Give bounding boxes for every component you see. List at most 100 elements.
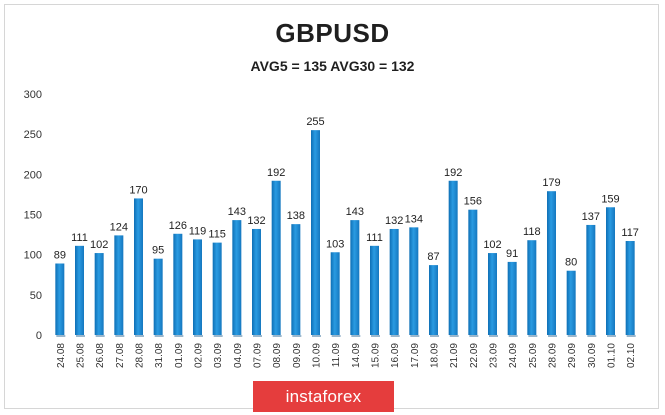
data-label: 138 [287, 210, 305, 222]
data-label: 137 [582, 211, 600, 223]
bar [566, 270, 576, 335]
chart-title: GBPUSD [275, 18, 390, 48]
data-label: 156 [464, 196, 482, 208]
bar-shadow [233, 335, 243, 337]
bar [252, 228, 261, 335]
bar-shadow [135, 335, 144, 337]
data-label: 255 [306, 116, 324, 128]
data-label: 80 [565, 257, 577, 269]
bar-shadow [115, 335, 125, 337]
bar [75, 245, 84, 335]
bar [173, 233, 183, 335]
x-tick-label: 02.09 [194, 343, 205, 368]
data-label: 111 [71, 232, 88, 244]
y-tick-label: 0 [36, 330, 42, 342]
bar [114, 235, 124, 335]
x-tick-label: 11.09 [331, 343, 342, 368]
data-label: 87 [427, 251, 439, 263]
bar-shadow [430, 335, 439, 337]
x-tick-label: 18.09 [430, 343, 441, 368]
bar [389, 228, 399, 335]
bar [55, 263, 65, 335]
x-tick-label: 17.09 [410, 343, 421, 368]
bar [547, 191, 556, 335]
x-tick-label: 26.08 [95, 343, 106, 368]
data-label: 179 [542, 177, 560, 189]
x-tick-label: 22.09 [469, 343, 480, 368]
data-label: 143 [346, 206, 364, 218]
data-label: 115 [208, 229, 226, 241]
bar [271, 180, 281, 335]
bar-shadow [508, 335, 518, 337]
y-tick-label: 100 [24, 250, 42, 262]
bar-shadow [548, 335, 557, 337]
x-tick-label: 24.08 [56, 343, 67, 368]
x-tick-label: 21.09 [449, 343, 460, 368]
bar-shadow [213, 335, 223, 337]
x-tick-label: 25.08 [76, 343, 87, 368]
y-tick-label: 50 [30, 290, 42, 302]
data-label: 102 [483, 239, 501, 251]
bar-shadow [174, 335, 184, 337]
data-label: 132 [247, 215, 265, 227]
x-tick-label: 24.09 [508, 343, 519, 368]
y-tick-label: 300 [24, 89, 42, 101]
data-label: 143 [228, 206, 246, 218]
bar [488, 253, 497, 335]
data-label: 192 [267, 167, 285, 179]
x-tick-label: 09.09 [292, 343, 303, 368]
bar [507, 261, 517, 335]
x-tick-label: 07.09 [253, 343, 264, 368]
y-tick-label: 250 [24, 129, 42, 141]
bar [291, 224, 301, 335]
bar [409, 227, 419, 335]
bar [134, 198, 143, 335]
bar-shadow [154, 335, 164, 337]
data-label: 192 [444, 167, 462, 179]
bar [212, 242, 222, 335]
bar-shadow [410, 335, 420, 337]
data-label: 117 [621, 227, 639, 239]
data-label: 126 [169, 220, 187, 232]
bar [625, 241, 635, 335]
x-tick-label: 15.09 [371, 343, 382, 368]
bar-shadow [56, 335, 66, 337]
bar-shadow [567, 335, 577, 337]
x-tick-label: 02.10 [626, 343, 637, 368]
bar-shadow [292, 335, 302, 337]
bar-shadow [351, 335, 361, 337]
x-tick-label: 16.09 [390, 343, 401, 368]
x-tick-label: 03.09 [213, 343, 224, 368]
bar-shadow [371, 335, 380, 337]
data-label: 95 [152, 245, 164, 257]
x-tick-label: 14.09 [351, 343, 362, 368]
data-label: 124 [110, 221, 128, 233]
bar-shadow [95, 335, 105, 337]
data-label: 111 [366, 232, 383, 244]
x-tick-label: 28.08 [135, 343, 146, 368]
bar-shadow [469, 335, 479, 337]
y-tick-label: 200 [24, 169, 42, 181]
bar-shadow [390, 335, 400, 337]
x-tick-label: 08.09 [272, 343, 283, 368]
instaforex-watermark: instaforex [253, 381, 394, 412]
bar [527, 240, 537, 335]
data-label: 170 [129, 184, 147, 196]
data-label: 119 [189, 225, 207, 237]
data-label: 132 [385, 215, 403, 227]
x-tick-label: 10.09 [312, 343, 323, 368]
bar-shadow [626, 335, 636, 337]
bar-shadow [449, 335, 459, 337]
x-tick-label: 27.08 [115, 343, 126, 368]
x-tick-label: 04.09 [233, 343, 244, 368]
bar [232, 220, 242, 335]
data-label: 118 [523, 226, 541, 238]
bar-shadow [489, 335, 498, 337]
x-tick-label: 30.09 [587, 343, 598, 368]
data-label: 91 [506, 248, 518, 260]
watermark-text: instaforex [285, 386, 362, 406]
bar-shadow [272, 335, 282, 337]
data-label: 102 [90, 239, 108, 251]
bar-shadow [194, 335, 203, 337]
